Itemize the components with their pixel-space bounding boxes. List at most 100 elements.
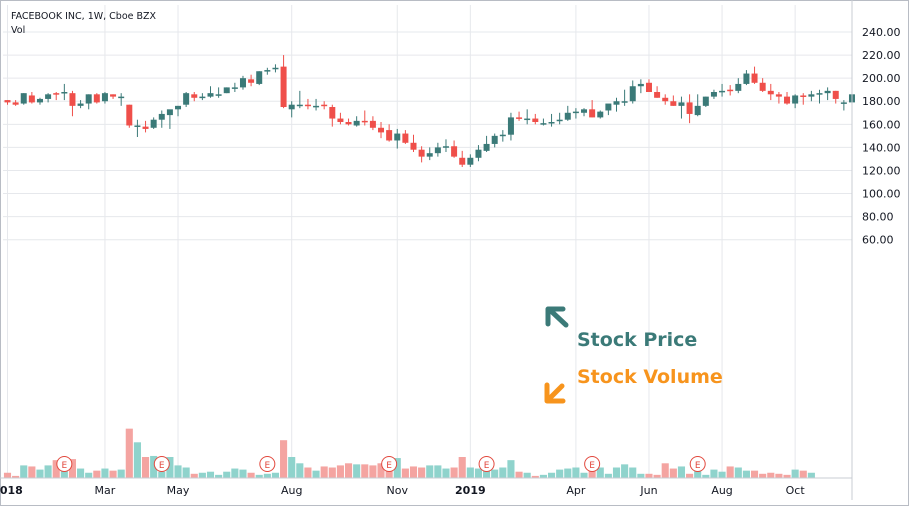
candle-body — [296, 104, 303, 107]
candle-body — [45, 94, 52, 99]
candle-body — [329, 107, 336, 119]
candle-body — [248, 79, 255, 83]
earnings-marker — [584, 456, 601, 472]
candle-body — [101, 93, 108, 102]
candle-body — [629, 86, 636, 102]
candle-body — [824, 90, 831, 94]
candle-body — [816, 93, 823, 95]
volume-bar — [361, 464, 369, 478]
candle-body — [223, 87, 230, 94]
y-tick-label: 100.00 — [862, 188, 901, 201]
candle-body — [36, 98, 43, 103]
volume-bar — [20, 465, 28, 478]
candle-body — [548, 122, 555, 124]
x-tick-label: Oct — [786, 484, 806, 497]
candle-body — [800, 95, 807, 97]
candle-body — [386, 130, 393, 141]
volume-bar — [791, 469, 799, 478]
candle-body — [621, 101, 628, 103]
volume-bar — [296, 463, 304, 478]
candle-body — [678, 102, 685, 106]
volume-bar — [312, 470, 320, 478]
candle-body — [434, 147, 441, 154]
candle-body — [840, 102, 847, 104]
candle-body — [540, 123, 547, 125]
volume-bar — [507, 460, 515, 478]
earnings-marker — [153, 456, 170, 472]
volume-arrow-head — [544, 382, 566, 404]
volume-bar — [125, 428, 133, 478]
volume-bar — [418, 467, 426, 478]
candle-body — [832, 90, 839, 99]
candle-body — [361, 120, 368, 123]
volume-bar — [385, 470, 393, 478]
x-tick-label: Nov — [387, 484, 409, 497]
volume-bar — [775, 473, 783, 478]
volume-bar — [442, 468, 450, 478]
earnings-marker-label: E — [484, 461, 490, 471]
candle-body — [459, 157, 466, 165]
volume-arrow-icon — [546, 383, 565, 402]
volume-bar — [377, 463, 385, 478]
candle-body — [110, 94, 117, 97]
candle-body — [142, 126, 149, 129]
candle-body — [662, 97, 669, 102]
candle-body — [589, 109, 596, 118]
x-tick-label: Aug — [711, 484, 732, 497]
x-tick-label: 2019 — [455, 484, 486, 497]
volume-bar — [174, 465, 182, 478]
candle-body — [572, 111, 579, 114]
volume-bar — [474, 468, 483, 478]
volume-bar — [702, 474, 710, 478]
volume-bar — [231, 468, 239, 478]
candle-body — [702, 96, 709, 106]
candle-body — [775, 94, 782, 97]
volume-bar — [353, 464, 361, 478]
candle-body — [426, 153, 433, 157]
candle-body — [304, 104, 311, 107]
candle-body — [126, 104, 133, 126]
candle-body — [345, 122, 352, 125]
volume-bar — [734, 467, 742, 478]
volume-bar — [304, 467, 312, 478]
candle-body — [727, 89, 734, 92]
volume-bar — [223, 471, 231, 478]
volume-bar — [117, 469, 125, 478]
volume-bar — [206, 471, 215, 478]
volume-bar — [531, 475, 539, 478]
volume-bar — [556, 469, 564, 478]
candle-body — [4, 100, 11, 103]
y-tick-label: 220.00 — [862, 49, 901, 62]
earnings-marker-label: E — [695, 461, 701, 471]
candle-body — [53, 93, 60, 95]
candle-body — [719, 90, 726, 93]
candle-body — [166, 109, 173, 116]
y-tick-label: 60.00 — [862, 234, 894, 247]
stock-volume-annotation: Stock Volume — [577, 366, 723, 388]
candle-body — [743, 73, 750, 84]
earnings-marker-label: E — [386, 461, 392, 471]
earnings-marker — [56, 456, 73, 472]
candle-body — [524, 118, 531, 121]
volume-bar — [288, 457, 296, 478]
earnings-marker — [259, 456, 276, 472]
candle-body — [256, 71, 263, 84]
candle-body — [759, 82, 766, 91]
candle-body — [516, 117, 523, 119]
volume-bar — [12, 475, 20, 478]
candle-body — [134, 125, 141, 127]
volume-bar — [653, 474, 661, 478]
volume-bar — [515, 471, 523, 478]
price-arrow-icon — [548, 308, 569, 328]
volume-bar — [133, 442, 141, 478]
candle-body — [191, 94, 198, 98]
volume-bar — [750, 470, 759, 478]
volume-bar — [52, 460, 60, 478]
earnings-marker-label: E — [589, 461, 595, 471]
volume-bar — [328, 467, 336, 478]
candle-body — [215, 94, 222, 96]
volume-bar — [247, 472, 255, 478]
volume-bar — [401, 468, 409, 478]
volume-bar — [661, 463, 669, 478]
